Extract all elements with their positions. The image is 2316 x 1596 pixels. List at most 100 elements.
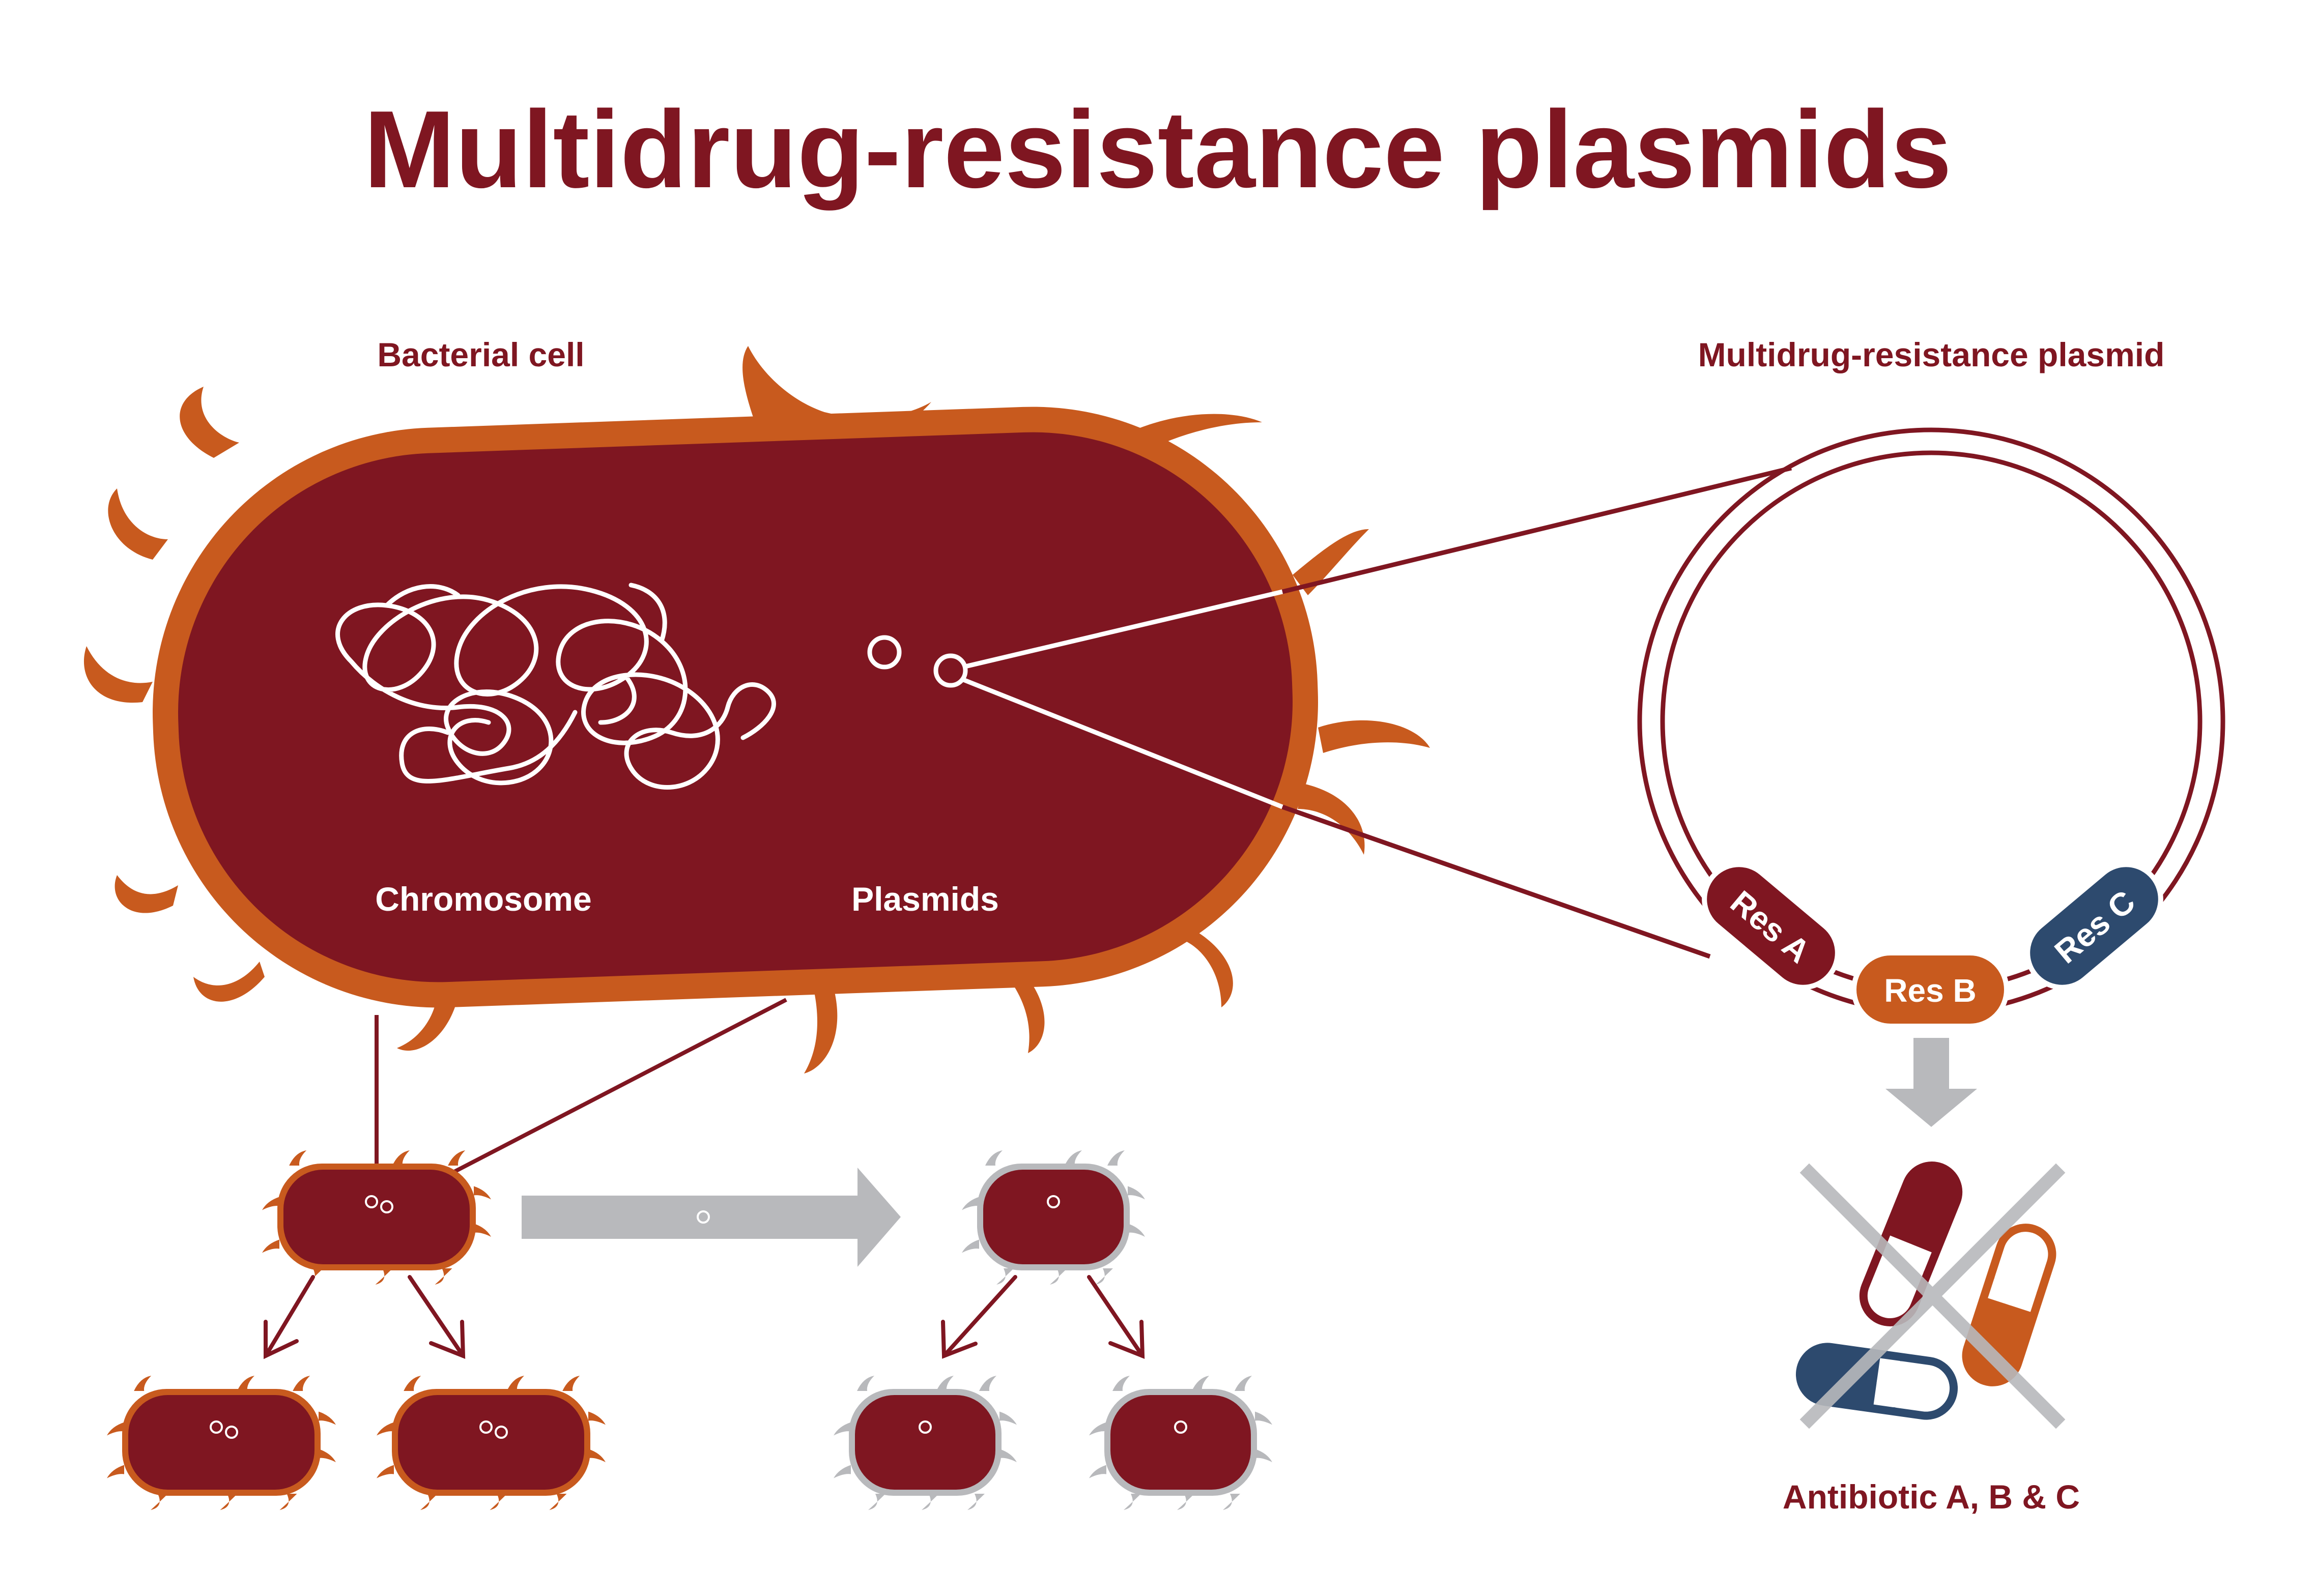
cell-pilus [868, 1494, 885, 1510]
cell-pilus [1124, 1494, 1141, 1510]
zoom-lines [962, 466, 1792, 959]
cell-plasmid [380, 1200, 393, 1213]
cell-plasmid [225, 1426, 238, 1439]
bacterial-cell [83, 346, 1430, 1073]
small-cell-parent-resistant [262, 1150, 491, 1285]
cell-pilus [922, 1494, 939, 1510]
cell-pilus [507, 1376, 524, 1391]
cell-pilus [262, 1239, 279, 1253]
cell-pilus [588, 1411, 606, 1425]
cell-pilus [562, 1376, 580, 1391]
cell-cytoplasm [178, 432, 1293, 982]
cell-plasmid [210, 1420, 223, 1434]
cell-pilus [377, 1465, 394, 1478]
antibiotics-label: Antibiotic A, B & C [1783, 1478, 2080, 1516]
cell-pilus [435, 1268, 452, 1285]
cell-pilus [375, 1268, 393, 1285]
cell-pilus [1255, 1411, 1272, 1425]
cell-pilus [289, 1150, 307, 1166]
cell-pilus [996, 1268, 1014, 1285]
cell-pilus [834, 1422, 851, 1436]
cell-pilus [420, 1494, 438, 1510]
cell-plasmid [919, 1420, 932, 1434]
cell-cytoplasm [283, 1170, 470, 1264]
antibiotic-pills [1795, 1162, 2066, 1429]
small-cell-daughter-resistant-2 [377, 1376, 606, 1510]
cell-pilus [1177, 1494, 1194, 1510]
cell-pilus [377, 1422, 394, 1436]
division-arrows [264, 1275, 1145, 1359]
cell-pilus [1192, 1376, 1209, 1391]
cell-pilus [999, 1411, 1017, 1425]
cell-pilus [1050, 1268, 1067, 1285]
cell-pilus [936, 1376, 954, 1391]
cell-pilus [1128, 1224, 1145, 1237]
cell-pilus [962, 1239, 979, 1253]
cell-cytoplasm [128, 1395, 314, 1490]
cell-pilus [1096, 1268, 1113, 1285]
plasmid-circle-1 [867, 635, 902, 670]
cell-plasmid [1174, 1420, 1187, 1434]
cell-pilus [490, 1494, 507, 1510]
cell-pilus [967, 1494, 985, 1510]
transfer-arrow [522, 1168, 901, 1267]
small-cell-recipient-daughter-1 [834, 1376, 1017, 1510]
cell-pilus [474, 1224, 491, 1237]
cell-cytoplasm [1110, 1395, 1251, 1490]
cell-pilus [1089, 1465, 1106, 1478]
cell-pilus [1089, 1422, 1106, 1436]
plasmid-detail-label: Multidrug-resistance plasmid [1698, 336, 2165, 373]
cell-pilus [1107, 1150, 1125, 1166]
page-title: Multidrug-resistance plasmids [364, 88, 1952, 211]
chromosome-label: Chromosome [375, 880, 591, 918]
cell-pilus [319, 1411, 336, 1425]
cell-pilus [999, 1449, 1017, 1462]
cell-pilus [979, 1376, 996, 1391]
gene-res-c: Res C [2025, 862, 2163, 990]
cell-pilus [319, 1449, 336, 1462]
cell-cytoplasm [398, 1395, 584, 1490]
resistance-arrow [1885, 1038, 1977, 1127]
chromosome-dna [335, 583, 776, 790]
cross-out-icon [1799, 1163, 2066, 1429]
res-b-label: Res B [1884, 972, 1976, 1009]
plasmid-diagram: Res A Res B Res C [1637, 427, 2225, 1029]
cell-plasmid [479, 1420, 493, 1434]
cell-pilus [220, 1494, 238, 1510]
cell-pilus [237, 1376, 254, 1391]
cell-pilus [857, 1376, 874, 1391]
cell-pilus [262, 1197, 279, 1210]
cell-pilus [448, 1150, 466, 1166]
transfer-plasmid [697, 1210, 710, 1224]
cell-pilus [1112, 1376, 1130, 1391]
cell-pilus [134, 1376, 152, 1391]
cell-pilus [151, 1494, 168, 1510]
cell-plasmid [1047, 1195, 1060, 1208]
cell-pilus [834, 1465, 851, 1478]
cell-plasmid [495, 1426, 508, 1439]
cell-pilus [962, 1197, 979, 1210]
small-cell-daughter-resistant-1 [107, 1376, 336, 1510]
cell-pilus [985, 1150, 1003, 1166]
cell-pilus [306, 1268, 323, 1285]
cell-pilus [1235, 1376, 1252, 1391]
gene-res-a: Res A [1702, 862, 1840, 990]
cell-pilus [588, 1449, 606, 1462]
bacterial-cell-label: Bacterial cell [377, 336, 584, 373]
small-cells [107, 1150, 1272, 1510]
cell-cytoplasm [983, 1170, 1124, 1264]
cell-pilus [279, 1494, 297, 1510]
cell-pilus [1255, 1449, 1272, 1462]
cell-pilus [392, 1150, 410, 1166]
cell-pilus [404, 1376, 421, 1391]
cell-pilus [474, 1186, 491, 1200]
gene-res-b: Res B [1851, 950, 2009, 1029]
small-cell-recipient [962, 1150, 1145, 1285]
plasmids-label: Plasmids [851, 880, 999, 918]
cell-pilus [1128, 1186, 1145, 1200]
plasmid-circle-2 [933, 653, 968, 688]
small-cell-recipient-daughter-2 [1089, 1376, 1272, 1510]
pill-antibiotic-a [1859, 1162, 1963, 1326]
cell-pilus [549, 1494, 567, 1510]
